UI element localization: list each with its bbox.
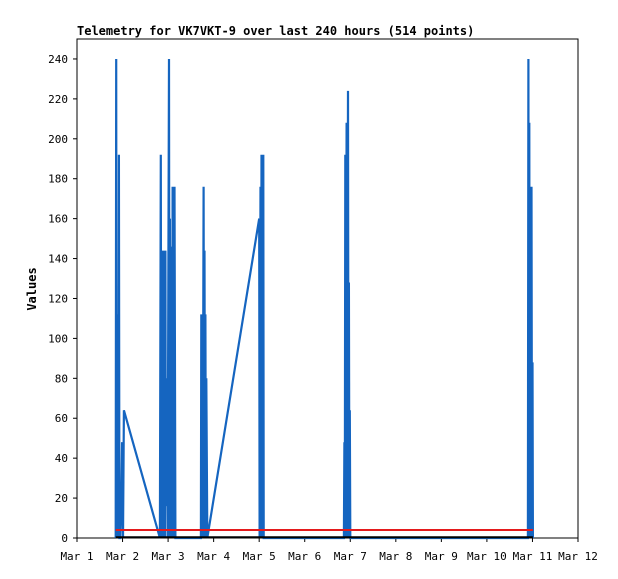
plot-frame <box>76 38 579 539</box>
y-tick-label: 220 <box>48 93 68 106</box>
x-tick-label: Mar 12 <box>558 550 598 563</box>
y-axis-label: Values <box>25 267 39 310</box>
x-tick-label: Mar 7 <box>334 550 367 563</box>
y-tick-label: 240 <box>48 53 68 66</box>
x-tick-label: Mar 5 <box>243 550 276 563</box>
y-tick-label: 20 <box>55 492 68 505</box>
y-tick-label: 100 <box>48 332 68 345</box>
x-tick-label: Mar 3 <box>152 550 185 563</box>
y-tick-label: 140 <box>48 253 68 266</box>
y-tick-label: 0 <box>61 532 68 545</box>
y-tick-label: 120 <box>48 292 68 305</box>
x-tick-label: Mar 6 <box>288 550 321 563</box>
y-tick-label: 160 <box>48 213 68 226</box>
x-tick-label: Mar 1 <box>60 550 93 563</box>
series-line-1 <box>114 58 535 540</box>
x-tick-label: Mar 8 <box>379 550 412 563</box>
y-tick-label: 40 <box>55 452 68 465</box>
series-layer <box>114 58 535 540</box>
chart-title: Telemetry for VK7VKT-9 over last 240 hou… <box>77 24 474 38</box>
y-tick-label: 200 <box>48 133 68 146</box>
y-tick-label: 80 <box>55 372 68 385</box>
y-tick-label: 180 <box>48 173 68 186</box>
x-tick-label: Mar 10 <box>467 550 507 563</box>
x-tick-label: Mar 4 <box>197 550 230 563</box>
x-tick-label: Mar 9 <box>425 550 458 563</box>
x-axis: Mar 1 Mar 2 Mar 3 Mar 4 Mar 5 Mar 6 Mar 7 Mar 8… <box>60 538 598 563</box>
x-tick-label: Mar 11 <box>513 550 553 563</box>
y-axis: 0 20 40 60 80 100 120 140 160 180 200 220 240 <box>48 53 77 545</box>
x-tick-label: Mar 2 <box>106 550 139 563</box>
y-tick-label: 60 <box>55 412 68 425</box>
